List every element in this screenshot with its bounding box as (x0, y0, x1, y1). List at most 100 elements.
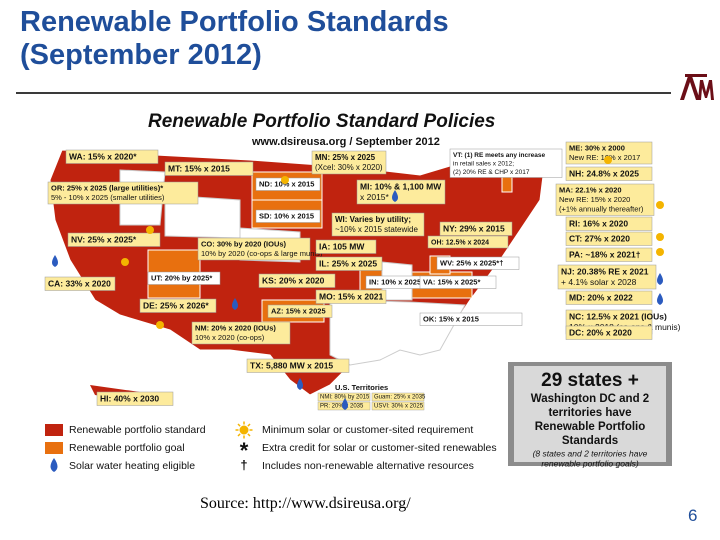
state-label-box (557, 264, 657, 290)
drop-icon (52, 255, 58, 267)
territory-label: NMI: 80% by 2015 (320, 395, 370, 401)
sun-icon (146, 226, 154, 234)
state-label: NV: 25% x 2025* (71, 235, 137, 245)
state-label: IN: 10% x 2025† (369, 278, 425, 287)
state-label: MN: 25% x 2025 (315, 153, 376, 162)
legend-text: Minimum solar or customer-sited requirem… (262, 424, 473, 436)
legend-symbol: † (240, 457, 247, 472)
state-label: (2) 20% RE & CHP x 2017 (453, 169, 530, 176)
drop-icon (297, 378, 303, 390)
state-label-box (436, 256, 520, 270)
legend-sun-ray (237, 433, 241, 437)
sun-icon (656, 248, 664, 256)
state-label-box (164, 161, 254, 176)
map: Renewable Portfolio Standard Policies ww… (44, 111, 681, 473)
state-label: ME: 30% x 2000 (569, 144, 625, 153)
state-label: (Xcel: 30% x 2020) (315, 163, 383, 172)
state-label-box (147, 271, 221, 285)
state-label-box (315, 289, 387, 304)
legend-sun-ray (237, 423, 241, 427)
territory-label-box (371, 401, 425, 411)
state-label: NH: 24.8% x 2025 (569, 169, 639, 179)
legend-text: Renewable portfolio goal (69, 442, 185, 454)
state-label: MI: 10% & 1,100 MW (360, 182, 442, 192)
state-label-box (315, 239, 377, 254)
state-label-box (419, 275, 497, 289)
state-label-box (565, 325, 653, 340)
territories-title: U.S. Territories (335, 383, 388, 392)
slide-title: Renewable Portfolio Standards (September… (20, 6, 449, 72)
state-label: AZ: 15% x 2025 (271, 307, 326, 316)
summary-note: renewable portfolio goals) (541, 458, 639, 468)
state-label: in retail sales x 2012; (453, 160, 514, 167)
legend-swatch (45, 442, 63, 454)
page-number: 6 (688, 506, 698, 525)
legend-swatch (45, 424, 63, 436)
summary-line: Standards (562, 435, 618, 447)
state-label-box (555, 183, 655, 216)
summary-note: (8 states and 2 territories have (533, 448, 648, 458)
territory-label: USVI: 30% x 2025 (374, 404, 424, 410)
summary-headline: 29 states + (541, 370, 639, 391)
state-label: New RE: 10% x 2017 (569, 153, 640, 162)
state-label-box (427, 235, 509, 249)
state-label: (+1% annually thereafter) (559, 205, 644, 214)
state-label-box (267, 304, 333, 318)
state-label-box (65, 149, 159, 164)
state-label-box (565, 141, 653, 165)
state-label-box (331, 212, 425, 237)
state-label: IL: 25% x 2025 (319, 259, 377, 269)
summary-box (508, 362, 672, 466)
title-line: (September 2012) (20, 39, 262, 71)
state-label-box (315, 256, 383, 271)
map-subtitle: www.dsireusa.org / September 2012 (251, 136, 440, 148)
state-label: KS: 20% x 2020 (262, 276, 325, 286)
state-label-box (67, 232, 161, 247)
state-label-box (565, 290, 653, 305)
state-label: WV: 25% x 2025*† (440, 259, 503, 268)
state-label-box (96, 391, 174, 406)
state-label: x 2015* (360, 192, 390, 202)
state-label-box (356, 179, 446, 205)
state-label: CA: 33% x 2020 (48, 279, 111, 289)
state-label: UT: 20% by 2025* (151, 274, 212, 283)
state-label: VA: 15% x 2025* (423, 278, 480, 287)
state-label: ~10% x 2015 statewide (335, 225, 418, 234)
state-label-box (565, 247, 653, 262)
summary-line: Washington DC and 2 (531, 393, 649, 405)
state-label: MD: 20% x 2022 (569, 293, 633, 303)
legend-symbol: * (240, 438, 249, 463)
territory-label-box (371, 392, 425, 402)
state-label-box (191, 321, 291, 345)
state-label: VT: (1) RE meets any increase (453, 152, 546, 159)
state-label-box (255, 209, 321, 223)
map-title: Renewable Portfolio Standard Policies (148, 111, 495, 132)
logo (680, 74, 714, 100)
legend-text: Solar water heating eligible (69, 460, 195, 472)
state-label-box (47, 181, 199, 205)
source: Source: http://www.dsireusa.org/ (200, 495, 411, 512)
state-label: RI: 16% x 2020 (569, 219, 628, 229)
sun-icon (156, 321, 164, 329)
state-label: NM: 20% x 2020 (IOUs) (195, 324, 276, 333)
sun-icon (656, 233, 664, 241)
state-label-box (139, 298, 217, 313)
state-label: DE: 25% x 2026* (143, 301, 209, 311)
drop-icon (657, 293, 663, 305)
state-label: MT: 15% x 2015 (168, 164, 230, 174)
state-label: ND: 10% x 2015 (259, 180, 314, 189)
state-label-box (565, 166, 653, 181)
legend-text: Includes non-renewable alternative resou… (262, 460, 474, 472)
state-label-box (439, 221, 513, 236)
legend-drop (50, 458, 58, 472)
legend-text: Renewable portfolio standard (69, 424, 206, 436)
drop-icon (232, 298, 238, 310)
state-label: NJ: 20.38% RE x 2021 (561, 267, 649, 277)
title-rule (16, 92, 671, 94)
state-label-box (197, 237, 311, 261)
territory-label: PR: 20% x 2035 (320, 404, 364, 410)
sun-icon (604, 156, 612, 164)
state-label: + 4.1% solar x 2028 (561, 277, 637, 287)
state-label: 10% by 2020 (co-ops & large munis)* (201, 249, 325, 258)
